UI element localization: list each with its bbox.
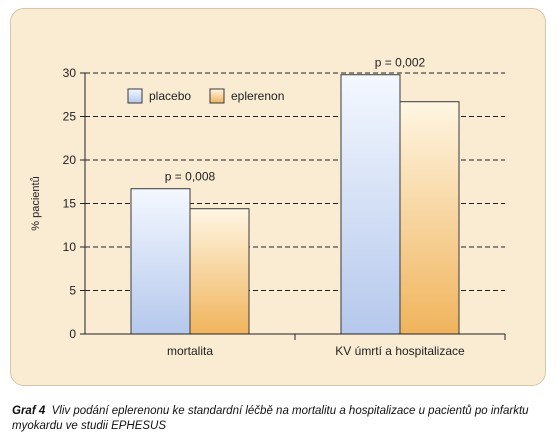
y-tick-label: 15 (63, 197, 77, 211)
y-tick-label: 30 (63, 66, 77, 80)
legend-swatch-eplerenon (209, 88, 225, 104)
category-label: mortalita (167, 344, 213, 358)
y-tick-label: 10 (63, 240, 77, 254)
bar-eplerenon-1 (189, 208, 250, 335)
y-tick-label: 20 (63, 153, 77, 167)
figure-caption: Graf 4 Vliv podání eplerenonu ke standar… (12, 404, 552, 434)
bar-chart: 0 5 10 15 20 25 30 % pacientů mortalita p = 0,00… (30, 56, 506, 358)
legend-label-placebo: placebo (149, 89, 191, 103)
caption-text: Vliv podání eplerenonu ke standardní léč… (12, 405, 529, 432)
y-tick-label: 5 (69, 284, 76, 298)
p-value-annotation: p = 0,008 (165, 170, 216, 184)
caption-lead: Graf 4 (12, 405, 46, 417)
legend: placebo eplerenon (127, 88, 284, 104)
legend-swatch-placebo (127, 88, 143, 104)
y-tick-label: 0 (69, 327, 76, 341)
bar-placebo-1 (130, 188, 191, 335)
bar-eplerenon-2 (399, 101, 460, 335)
y-tick-label: 25 (63, 110, 77, 124)
p-value-annotation: p = 0,002 (375, 56, 426, 70)
legend-label-eplerenon: eplerenon (231, 89, 284, 103)
category-label: KV úmrtí a hospitalizace (335, 344, 465, 358)
bar-placebo-2 (340, 74, 401, 335)
y-axis-label: % pacientů (30, 176, 42, 230)
